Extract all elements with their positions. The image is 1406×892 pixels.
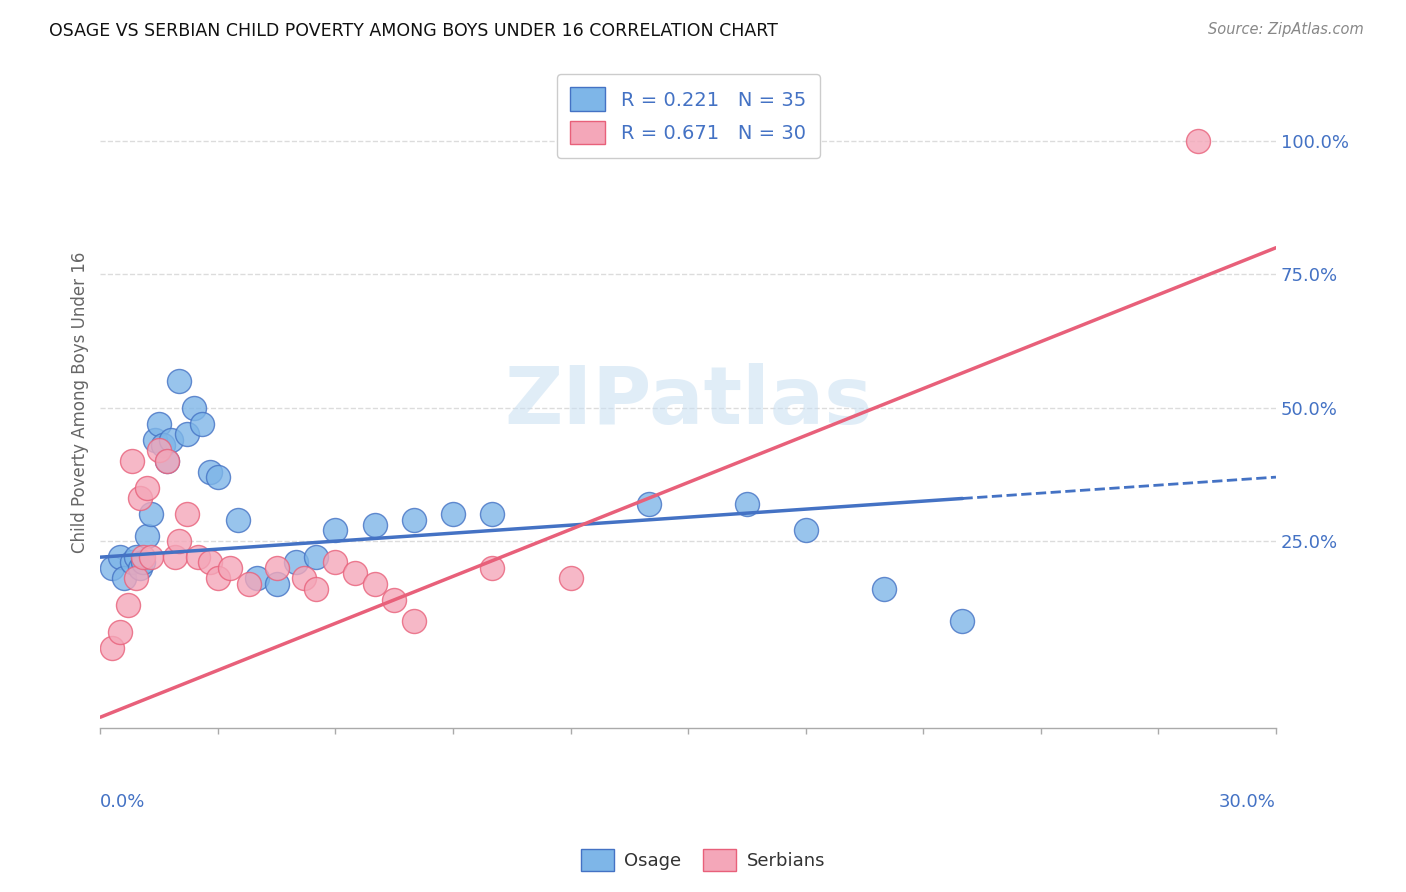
Point	[156, 454, 179, 468]
Point	[481, 561, 503, 575]
Point	[344, 566, 367, 581]
Point	[124, 550, 146, 565]
Point	[325, 556, 347, 570]
Point	[167, 534, 190, 549]
Point	[363, 518, 385, 533]
Point	[141, 550, 163, 565]
Point	[128, 491, 150, 506]
Point	[152, 438, 174, 452]
Point	[132, 556, 155, 570]
Point	[735, 497, 758, 511]
Point	[108, 550, 131, 565]
Point	[128, 561, 150, 575]
Point	[148, 443, 170, 458]
Text: 30.0%: 30.0%	[1219, 793, 1277, 811]
Point	[117, 598, 139, 612]
Point	[163, 550, 186, 565]
Y-axis label: Child Poverty Among Boys Under 16: Child Poverty Among Boys Under 16	[72, 252, 89, 553]
Point	[108, 624, 131, 639]
Text: Source: ZipAtlas.com: Source: ZipAtlas.com	[1208, 22, 1364, 37]
Point	[402, 513, 425, 527]
Point	[285, 556, 308, 570]
Point	[952, 614, 974, 628]
Point	[112, 572, 135, 586]
Point	[292, 572, 315, 586]
Point	[207, 470, 229, 484]
Point	[560, 572, 582, 586]
Point	[187, 550, 209, 565]
Point	[132, 550, 155, 565]
Point	[382, 592, 405, 607]
Legend: Osage, Serbians: Osage, Serbians	[574, 842, 832, 879]
Point	[218, 561, 240, 575]
Text: OSAGE VS SERBIAN CHILD POVERTY AMONG BOYS UNDER 16 CORRELATION CHART: OSAGE VS SERBIAN CHILD POVERTY AMONG BOY…	[49, 22, 778, 40]
Point	[363, 577, 385, 591]
Point	[198, 556, 221, 570]
Point	[638, 497, 661, 511]
Point	[873, 582, 896, 596]
Point	[305, 582, 328, 596]
Point	[325, 524, 347, 538]
Point	[160, 433, 183, 447]
Point	[402, 614, 425, 628]
Point	[207, 572, 229, 586]
Point	[198, 465, 221, 479]
Point	[238, 577, 260, 591]
Point	[101, 561, 124, 575]
Point	[101, 640, 124, 655]
Point	[305, 550, 328, 565]
Text: ZIPatlas: ZIPatlas	[503, 363, 872, 442]
Point	[167, 374, 190, 388]
Point	[121, 556, 143, 570]
Point	[124, 572, 146, 586]
Point	[176, 427, 198, 442]
Text: 0.0%: 0.0%	[100, 793, 146, 811]
Point	[266, 561, 288, 575]
Legend: R = 0.221   N = 35, R = 0.671   N = 30: R = 0.221 N = 35, R = 0.671 N = 30	[557, 74, 820, 158]
Point	[266, 577, 288, 591]
Point	[1187, 134, 1209, 148]
Point	[191, 417, 214, 431]
Point	[246, 572, 269, 586]
Point	[176, 508, 198, 522]
Point	[136, 529, 159, 543]
Point	[183, 401, 205, 415]
Point	[794, 524, 817, 538]
Point	[136, 481, 159, 495]
Point	[481, 508, 503, 522]
Point	[156, 454, 179, 468]
Point	[141, 508, 163, 522]
Point	[226, 513, 249, 527]
Point	[143, 433, 166, 447]
Point	[148, 417, 170, 431]
Point	[441, 508, 464, 522]
Point	[121, 454, 143, 468]
